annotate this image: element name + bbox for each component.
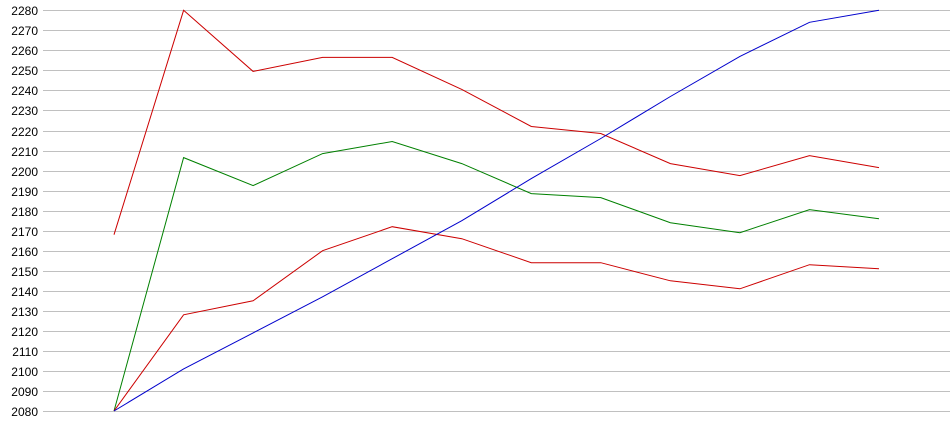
y-tick-label: 2250 <box>11 64 38 78</box>
y-tick-label: 2120 <box>11 325 38 339</box>
y-tick-label: 2190 <box>11 185 38 199</box>
series-line-red-lower <box>113 226 880 412</box>
y-tick-label: 2080 <box>11 405 38 419</box>
y-tick-label: 2270 <box>11 24 38 38</box>
y-tick-label: 2280 <box>11 4 38 18</box>
y-tick-label: 2170 <box>11 225 38 239</box>
y-tick-label: 2090 <box>11 385 38 399</box>
y-tick-label: 2210 <box>11 145 38 159</box>
y-tick-label: 2220 <box>11 125 38 139</box>
series-line-blue <box>113 9 880 412</box>
y-tick-label: 2240 <box>11 84 38 98</box>
series-line-red-upper <box>113 9 880 235</box>
y-tick-label: 2160 <box>11 245 38 259</box>
y-axis-ticks: 2080 2090 2100 2110 2120 2130 2140 2150 2160 2170… <box>11 4 38 419</box>
y-tick-label: 2150 <box>11 265 38 279</box>
y-tick-label: 2100 <box>11 365 38 379</box>
y-tick-label: 2260 <box>11 44 38 58</box>
y-tick-label: 2200 <box>11 165 38 179</box>
y-tick-label: 2230 <box>11 104 38 118</box>
y-tick-label: 2130 <box>11 305 38 319</box>
y-tick-label: 2180 <box>11 205 38 219</box>
gridlines <box>43 10 950 412</box>
y-tick-label: 2140 <box>11 285 38 299</box>
y-tick-label: 2110 <box>12 345 38 359</box>
series-line-green <box>113 140 880 412</box>
series-lines <box>113 9 880 412</box>
